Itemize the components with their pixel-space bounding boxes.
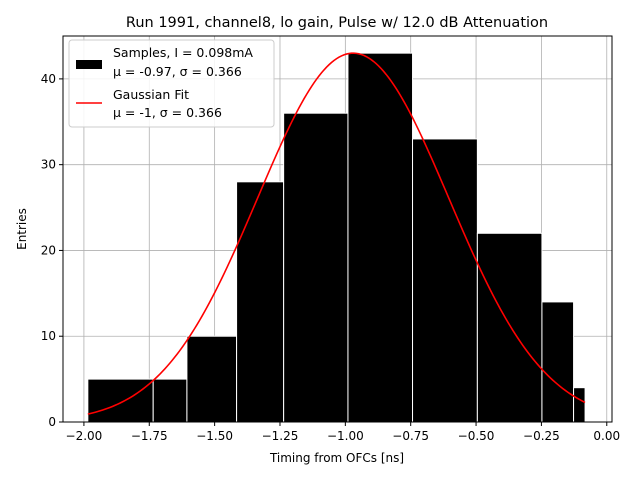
histogram-bar bbox=[152, 378, 188, 423]
x-tick-label: −2.00 bbox=[66, 429, 103, 443]
y-tick-label: 40 bbox=[41, 72, 56, 86]
y-tick-label: 10 bbox=[41, 329, 56, 343]
histogram-bar bbox=[476, 232, 543, 423]
histogram-bar bbox=[573, 387, 586, 423]
y-axis-ticks: 0 10 20 30 40 bbox=[41, 72, 63, 429]
x-axis-label: Timing from OFCs [ns] bbox=[269, 451, 404, 465]
legend-label-gaussian: Gaussian Fit bbox=[113, 87, 189, 102]
legend-box bbox=[68, 39, 275, 128]
x-tick-label: −0.75 bbox=[392, 429, 429, 443]
legend-label-samples: Samples, I = 0.098mA bbox=[113, 45, 253, 60]
histogram-bar bbox=[87, 378, 154, 423]
x-axis-ticks: −2.00 −1.75 −1.50 −1.25 −1.00 −0.75 −0.50 −0.25… bbox=[66, 422, 620, 443]
x-tick-label: −1.50 bbox=[196, 429, 233, 443]
x-tick-label: −0.50 bbox=[458, 429, 495, 443]
x-tick-label: −1.75 bbox=[131, 429, 168, 443]
histogram-bar bbox=[186, 335, 238, 423]
y-tick-label: 20 bbox=[41, 243, 56, 257]
histogram-bar bbox=[236, 181, 285, 423]
x-tick-label: −1.25 bbox=[262, 429, 299, 443]
legend-label-gaussian-stats: μ = -1, σ = 0.366 bbox=[113, 105, 222, 120]
x-tick-label: −0.25 bbox=[523, 429, 560, 443]
histogram-bar bbox=[283, 112, 349, 423]
legend-label-samples-stats: μ = -0.97, σ = 0.366 bbox=[113, 64, 242, 79]
x-tick-label: 0.00 bbox=[593, 429, 620, 443]
histogram-bars bbox=[87, 52, 586, 423]
histogram-bar bbox=[412, 138, 478, 423]
y-tick-label: 30 bbox=[41, 158, 56, 172]
x-tick-label: −1.00 bbox=[327, 429, 364, 443]
gaussian-fit-line bbox=[87, 52, 586, 415]
legend: Samples, I = 0.098mA μ = -0.97, σ = 0.36… bbox=[68, 39, 275, 128]
legend-swatch-samples bbox=[76, 60, 102, 69]
chart-title: Run 1991, channel8, lo gain, Pulse w/ 12… bbox=[126, 15, 548, 31]
histogram-bar bbox=[347, 52, 414, 423]
y-tick-label: 0 bbox=[48, 415, 56, 429]
y-axis-label: Entries bbox=[15, 208, 29, 250]
histogram-bar bbox=[541, 301, 575, 423]
plot-frame bbox=[62, 35, 613, 423]
